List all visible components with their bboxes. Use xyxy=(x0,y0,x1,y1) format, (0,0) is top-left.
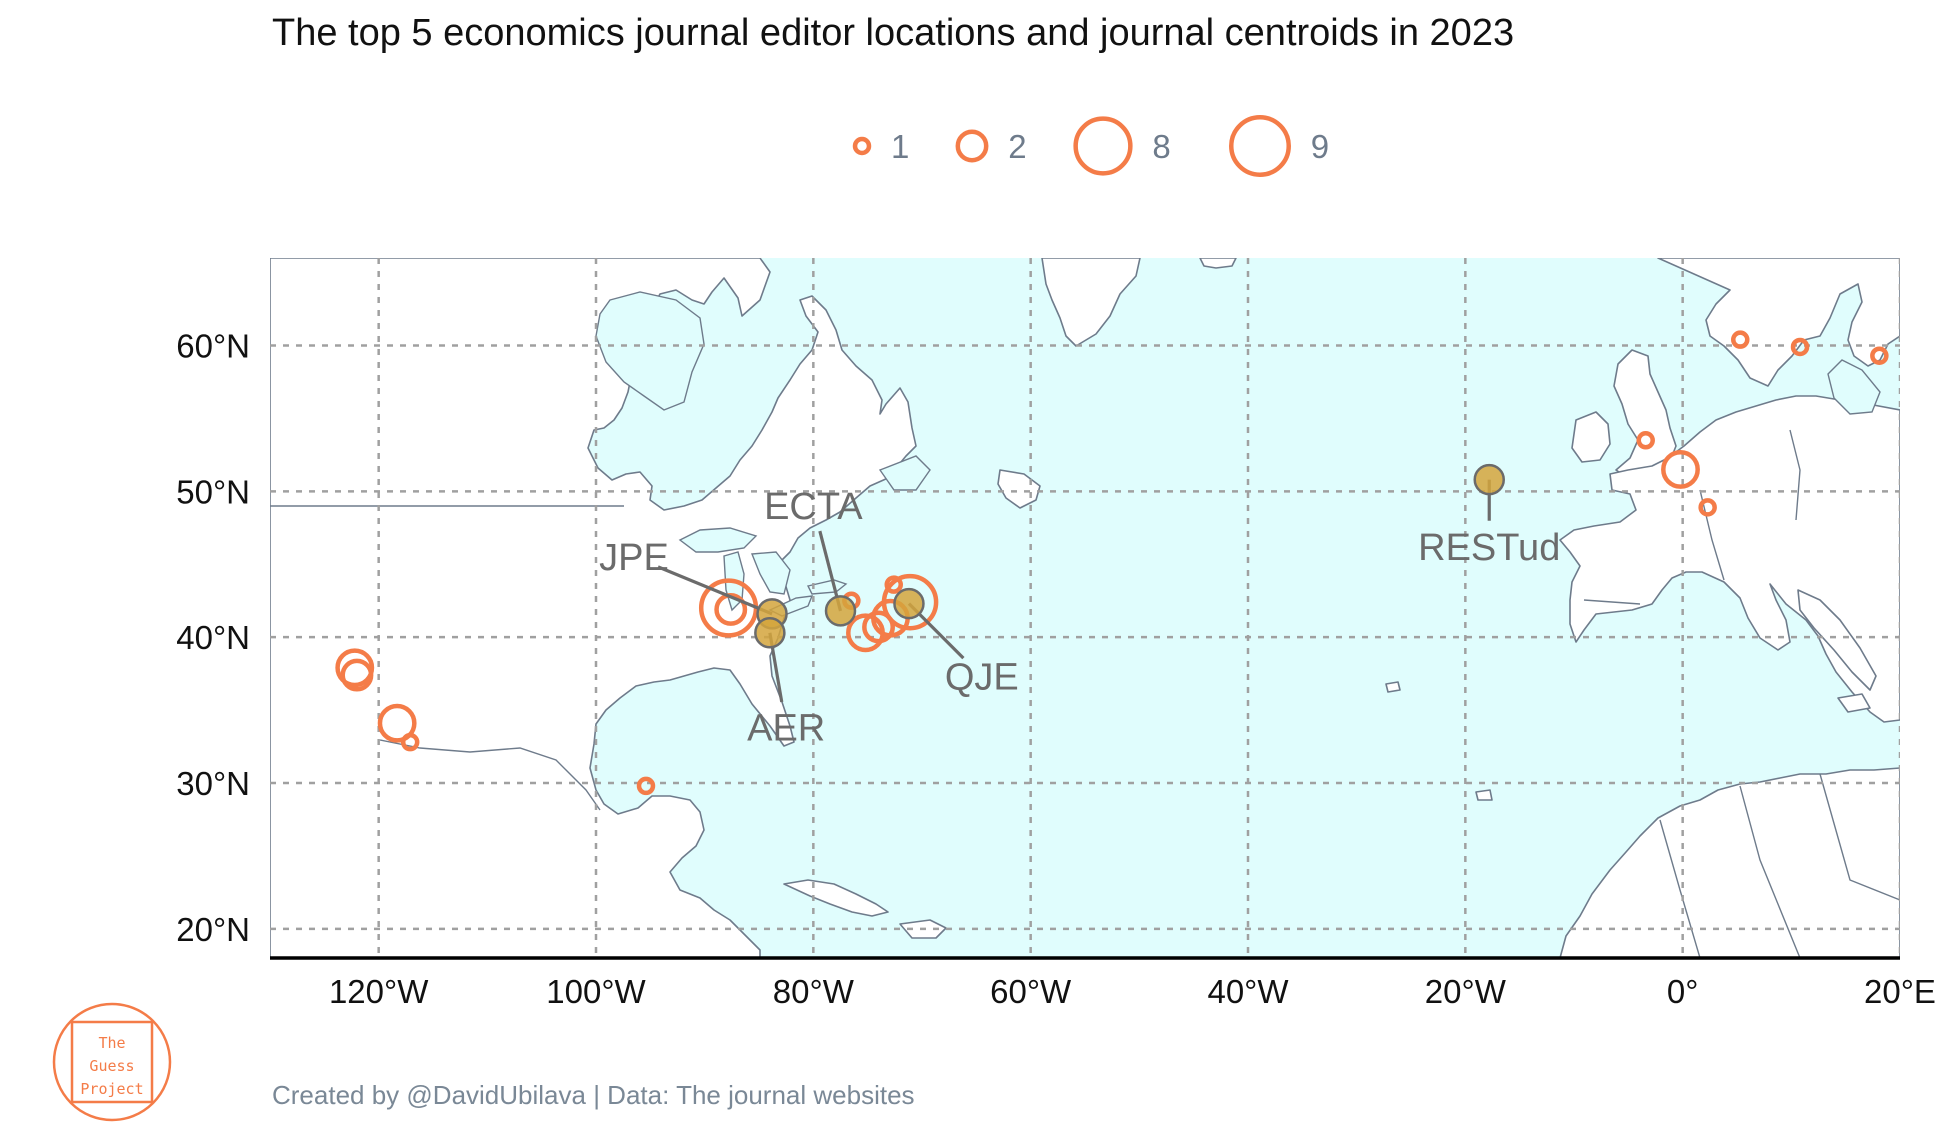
y-tick-label: 40°N xyxy=(176,619,250,656)
journal-centroids: JPE AER ECTA QJE RESTud xyxy=(599,463,1560,750)
editor-circle xyxy=(1870,346,1889,365)
map-panel: JPE AER ECTA QJE RESTud xyxy=(270,258,1900,958)
logo-line-1: The xyxy=(98,1034,125,1052)
x-tick-label: 20°E xyxy=(1864,973,1936,1010)
x-tick-label: 120°W xyxy=(329,973,429,1010)
border-north-africa xyxy=(1659,819,1701,958)
land-europe xyxy=(1559,395,1900,723)
land-azores xyxy=(1385,681,1401,693)
editor-circle xyxy=(1636,431,1655,450)
editor-circle xyxy=(862,610,895,644)
journal-label: QJE xyxy=(945,657,1019,699)
x-axis-ticks: 120°W 100°W 80°W 60°W 40°W 20°W 0° 20°E xyxy=(329,973,1936,1010)
x-tick-label: 80°W xyxy=(773,973,855,1010)
centroid-leader-line xyxy=(657,565,773,616)
y-tick-label: 30°N xyxy=(176,765,250,802)
lake-superior xyxy=(678,527,758,553)
page-title: The top 5 economics journal editor locat… xyxy=(272,12,1514,54)
editor-circle xyxy=(377,703,417,743)
editor-circle xyxy=(636,776,656,796)
lakes-layer xyxy=(595,291,1881,617)
land-italy xyxy=(1797,589,1877,691)
country-borders xyxy=(270,429,1900,958)
journal-label: AER xyxy=(747,708,825,750)
legend-key-label: 9 xyxy=(1311,128,1329,165)
guess-project-logo: The Guess Project xyxy=(52,1002,172,1122)
land-africa xyxy=(1559,767,1900,958)
editor-circle xyxy=(1698,498,1717,517)
x-tick-label: 60°W xyxy=(990,973,1072,1010)
land-cuba xyxy=(783,879,889,917)
y-tick-label: 60°N xyxy=(176,328,250,365)
x-tick-label: 40°W xyxy=(1207,973,1289,1010)
logo-line-3: Project xyxy=(80,1080,143,1098)
y-tick-label: 50°N xyxy=(176,473,250,510)
border-africa-2 xyxy=(1739,785,1801,958)
logo-line-2: Guess xyxy=(89,1057,134,1075)
land-sicily xyxy=(1837,693,1871,713)
legend-key-circle xyxy=(955,129,989,163)
border-spain-france xyxy=(1583,599,1641,605)
land-canary-islands xyxy=(1475,789,1493,801)
editor-circle xyxy=(1790,337,1810,357)
border-germany-poland xyxy=(1789,429,1801,521)
border-us-mexico xyxy=(379,739,601,811)
legend: 1 2 8 9 xyxy=(852,115,1329,177)
x-tick-label: 0° xyxy=(1667,973,1699,1010)
legend-key-label: 8 xyxy=(1152,128,1170,165)
journal-label: RESTud xyxy=(1418,527,1560,569)
y-axis-ticks: 60°N 50°N 40°N 30°N 20°N xyxy=(176,328,250,948)
editor-circle xyxy=(400,732,420,752)
border-africa-3 xyxy=(1819,773,1900,901)
legend-key-label: 2 xyxy=(1008,128,1026,165)
editor-circle xyxy=(884,575,903,594)
journal-centroid-point xyxy=(893,587,925,620)
land-iceland xyxy=(1199,258,1237,269)
hudson-bay xyxy=(595,291,705,411)
editor-circle xyxy=(340,658,374,692)
legend-key-label: 1 xyxy=(891,128,909,165)
journal-centroid-point xyxy=(1473,463,1505,496)
journal-label: ECTA xyxy=(764,486,863,528)
editor-circle xyxy=(1731,330,1750,349)
legend-key-circle xyxy=(852,136,872,156)
lake-huron xyxy=(750,551,791,595)
journal-centroid-point xyxy=(824,595,857,627)
editor-circle xyxy=(1661,450,1700,489)
baltic-sea xyxy=(1827,359,1881,415)
legend-key-circle xyxy=(1073,116,1133,176)
border-france-germany xyxy=(1699,489,1725,581)
land-ireland xyxy=(1571,411,1611,463)
land-greenland xyxy=(1041,258,1141,347)
editor-circle xyxy=(881,573,939,631)
logo-square xyxy=(70,1020,154,1104)
logo-circle xyxy=(52,1002,172,1122)
x-tick-label: 100°W xyxy=(546,973,646,1010)
gulf-st-lawrence xyxy=(878,455,931,491)
x-tick-label: 20°W xyxy=(1425,973,1507,1010)
y-tick-label: 20°N xyxy=(176,911,250,948)
caption: Created by @DavidUbilava | Data: The jou… xyxy=(272,1080,915,1110)
journal-centroid-point xyxy=(754,617,786,649)
editor-circle xyxy=(335,648,375,688)
legend-key-circle xyxy=(1229,115,1291,177)
journal-label: JPE xyxy=(599,537,669,579)
